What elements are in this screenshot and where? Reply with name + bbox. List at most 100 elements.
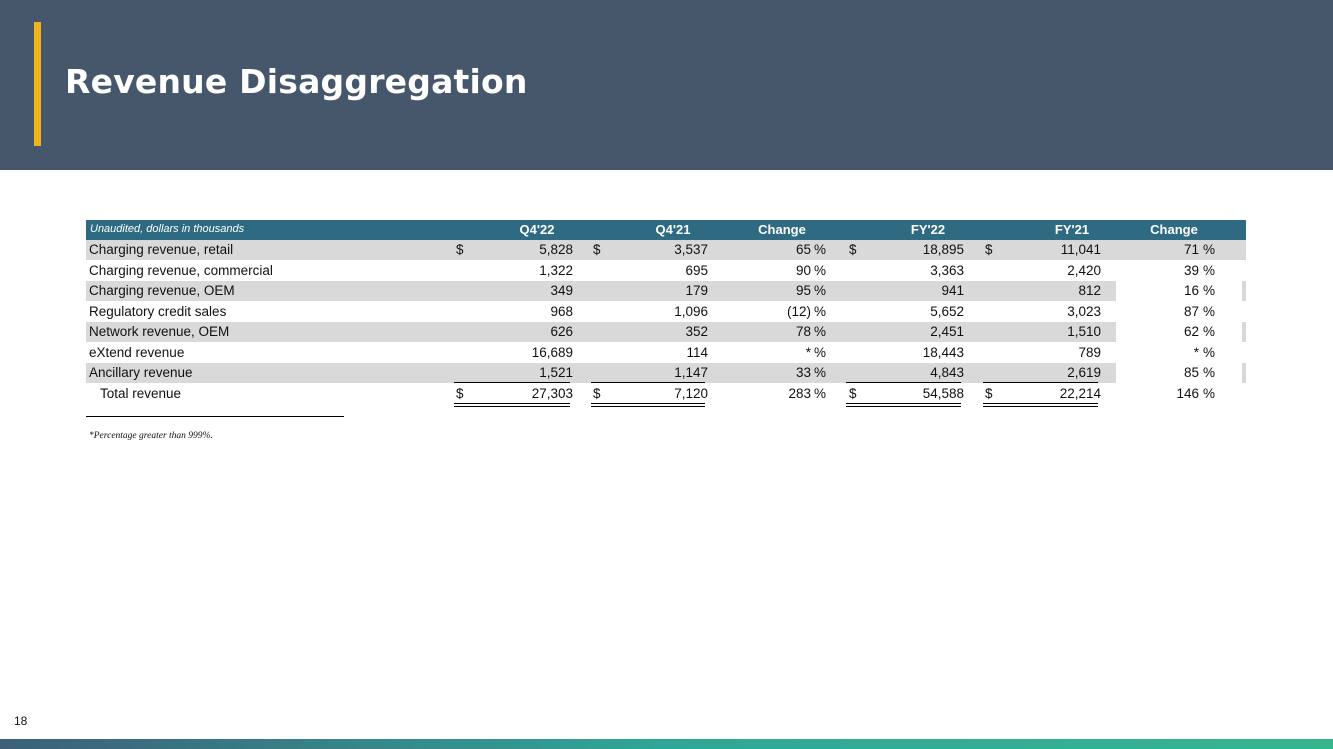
cell-fy21: 789: [1078, 344, 1101, 360]
underline: [454, 405, 570, 407]
column-header-fy21: FY'21: [1054, 222, 1090, 237]
column-header-q4-21: Q4'21: [655, 222, 691, 237]
footnote: *Percentage greater than 999%.: [89, 431, 213, 441]
cell-fy21: 1,510: [1067, 324, 1101, 339]
column-header-change-year: Change: [1150, 222, 1198, 237]
page-number: 18: [14, 714, 28, 728]
cell-fy21: 812: [1078, 283, 1101, 298]
cell-chg-q-pct: %: [814, 262, 827, 278]
column-header-q4-22: Q4'22: [519, 222, 555, 237]
cell-chg-fy-pct: %: [1203, 242, 1216, 257]
table-row: Regulatory credit sales 968 1,096 (12)% 5,65…: [86, 302, 1246, 322]
cell-q4-22: 968: [550, 303, 573, 319]
row-gap: [1116, 363, 1242, 383]
cell-q4-21: 352: [685, 324, 708, 339]
cell-fy21: 2,420: [1067, 262, 1101, 278]
cell-chg-q: 65: [795, 242, 811, 257]
cell-chg-fy: 85: [1183, 365, 1199, 380]
underline: [846, 405, 961, 407]
underline: [454, 382, 570, 383]
underline: [983, 405, 1098, 407]
cell-fy22: 54,588: [922, 385, 964, 401]
row-label: Ancillary revenue: [89, 365, 193, 380]
table-row: Total revenue $27,303 $7,120 283% $54,588 $22…: [86, 384, 1246, 404]
cell-q4-21: 179: [685, 283, 708, 298]
table-subtitle: Unaudited, dollars in thousands: [90, 223, 245, 235]
cell-chg-q-pct: %: [814, 365, 827, 380]
header-band: Revenue Disaggregation: [0, 0, 1333, 170]
cell-fy21: 11,041: [1060, 242, 1101, 257]
cell-q4-22: 626: [550, 324, 573, 339]
cell-chg-q-pct: %: [814, 242, 827, 257]
cell-chg-q-pct: %: [814, 385, 827, 401]
cell-chg-fy: 71: [1183, 242, 1199, 257]
cell-chg-fy-pct: %: [1203, 365, 1216, 380]
cell-chg-fy: 146: [1176, 385, 1199, 401]
cell-q4-21: 1,096: [674, 303, 708, 319]
cell-fy21-dollar: $: [985, 242, 993, 257]
cell-fy22: 5,652: [930, 303, 964, 319]
cell-q4-22: 5,828: [539, 242, 573, 257]
cell-chg-q-pct: %: [814, 283, 827, 298]
bottom-gradient-bar: [0, 739, 1333, 749]
cell-fy22-dollar: $: [849, 385, 857, 401]
cell-chg-fy: 16: [1183, 283, 1199, 298]
accent-bar: [34, 22, 41, 146]
cell-q4-21: 1,147: [674, 365, 708, 380]
cell-chg-fy-pct: %: [1203, 262, 1216, 278]
underline: [591, 402, 705, 404]
cell-chg-fy: 87: [1183, 303, 1199, 319]
underline: [591, 405, 705, 407]
cell-chg-q: 78: [795, 324, 811, 339]
table-row: Charging revenue, retail $5,828 $3,537 65% $…: [86, 240, 1246, 260]
cell-q4-21: 3,537: [674, 242, 708, 257]
column-header-change-quarter: Change: [758, 222, 806, 237]
cell-chg-q: 283: [788, 385, 811, 401]
cell-chg-q: (12): [786, 303, 811, 319]
underline: [983, 402, 1098, 404]
cell-fy21: 2,619: [1067, 365, 1101, 380]
cell-chg-q: 90: [795, 262, 811, 278]
page-title: Revenue Disaggregation: [65, 62, 528, 101]
cell-chg-fy: *: [1193, 344, 1199, 360]
cell-fy22: 2,451: [930, 324, 964, 339]
cell-chg-fy: 62: [1183, 324, 1199, 339]
row-label: Charging revenue, OEM: [89, 283, 235, 298]
footnote-rule: [86, 416, 344, 417]
table-row: eXtend revenue 16,689 114 *% 18,443 789 *%: [86, 343, 1246, 363]
cell-fy22-dollar: $: [849, 242, 857, 257]
cell-fy21: 3,023: [1067, 303, 1101, 319]
cell-fy22: 3,363: [930, 262, 964, 278]
cell-chg-q: 95: [795, 283, 811, 298]
cell-chg-q-pct: %: [814, 344, 827, 360]
table-row: Charging revenue, OEM 349 179 95% 941 812 16%: [86, 281, 1246, 301]
cell-q4-21: 695: [685, 262, 708, 278]
underline: [846, 382, 961, 383]
cell-chg-q-pct: %: [814, 303, 827, 319]
row-label: Regulatory credit sales: [89, 303, 227, 319]
row-gap: [1116, 322, 1242, 342]
cell-q4-21-dollar: $: [593, 242, 601, 257]
cell-fy22: 18,895: [922, 242, 964, 257]
row-label: Charging revenue, retail: [89, 242, 234, 257]
cell-chg-fy-pct: %: [1203, 344, 1216, 360]
cell-q4-22-dollar: $: [456, 242, 464, 257]
cell-q4-21: 7,120: [674, 385, 708, 401]
cell-fy22: 4,843: [930, 365, 964, 380]
cell-chg-fy: 39: [1183, 262, 1199, 278]
column-header-fy22: FY'22: [910, 222, 946, 237]
row-gap: [1116, 281, 1242, 301]
table-row: Ancillary revenue 1,521 1,147 33% 4,843 2,619…: [86, 363, 1246, 383]
table-row: Charging revenue, commercial 1,322 695 90% 3…: [86, 261, 1246, 281]
cell-q4-21-dollar: $: [593, 385, 601, 401]
cell-fy21-dollar: $: [985, 385, 993, 401]
cell-fy22: 941: [941, 283, 964, 298]
underline: [591, 382, 705, 383]
cell-q4-22: 16,689: [531, 344, 573, 360]
cell-q4-22: 1,322: [539, 262, 573, 278]
row-label: Charging revenue, commercial: [89, 262, 273, 278]
cell-q4-22: 1,521: [539, 365, 573, 380]
cell-fy22: 18,443: [922, 344, 964, 360]
underline: [846, 402, 961, 404]
cell-q4-22-dollar: $: [456, 385, 464, 401]
